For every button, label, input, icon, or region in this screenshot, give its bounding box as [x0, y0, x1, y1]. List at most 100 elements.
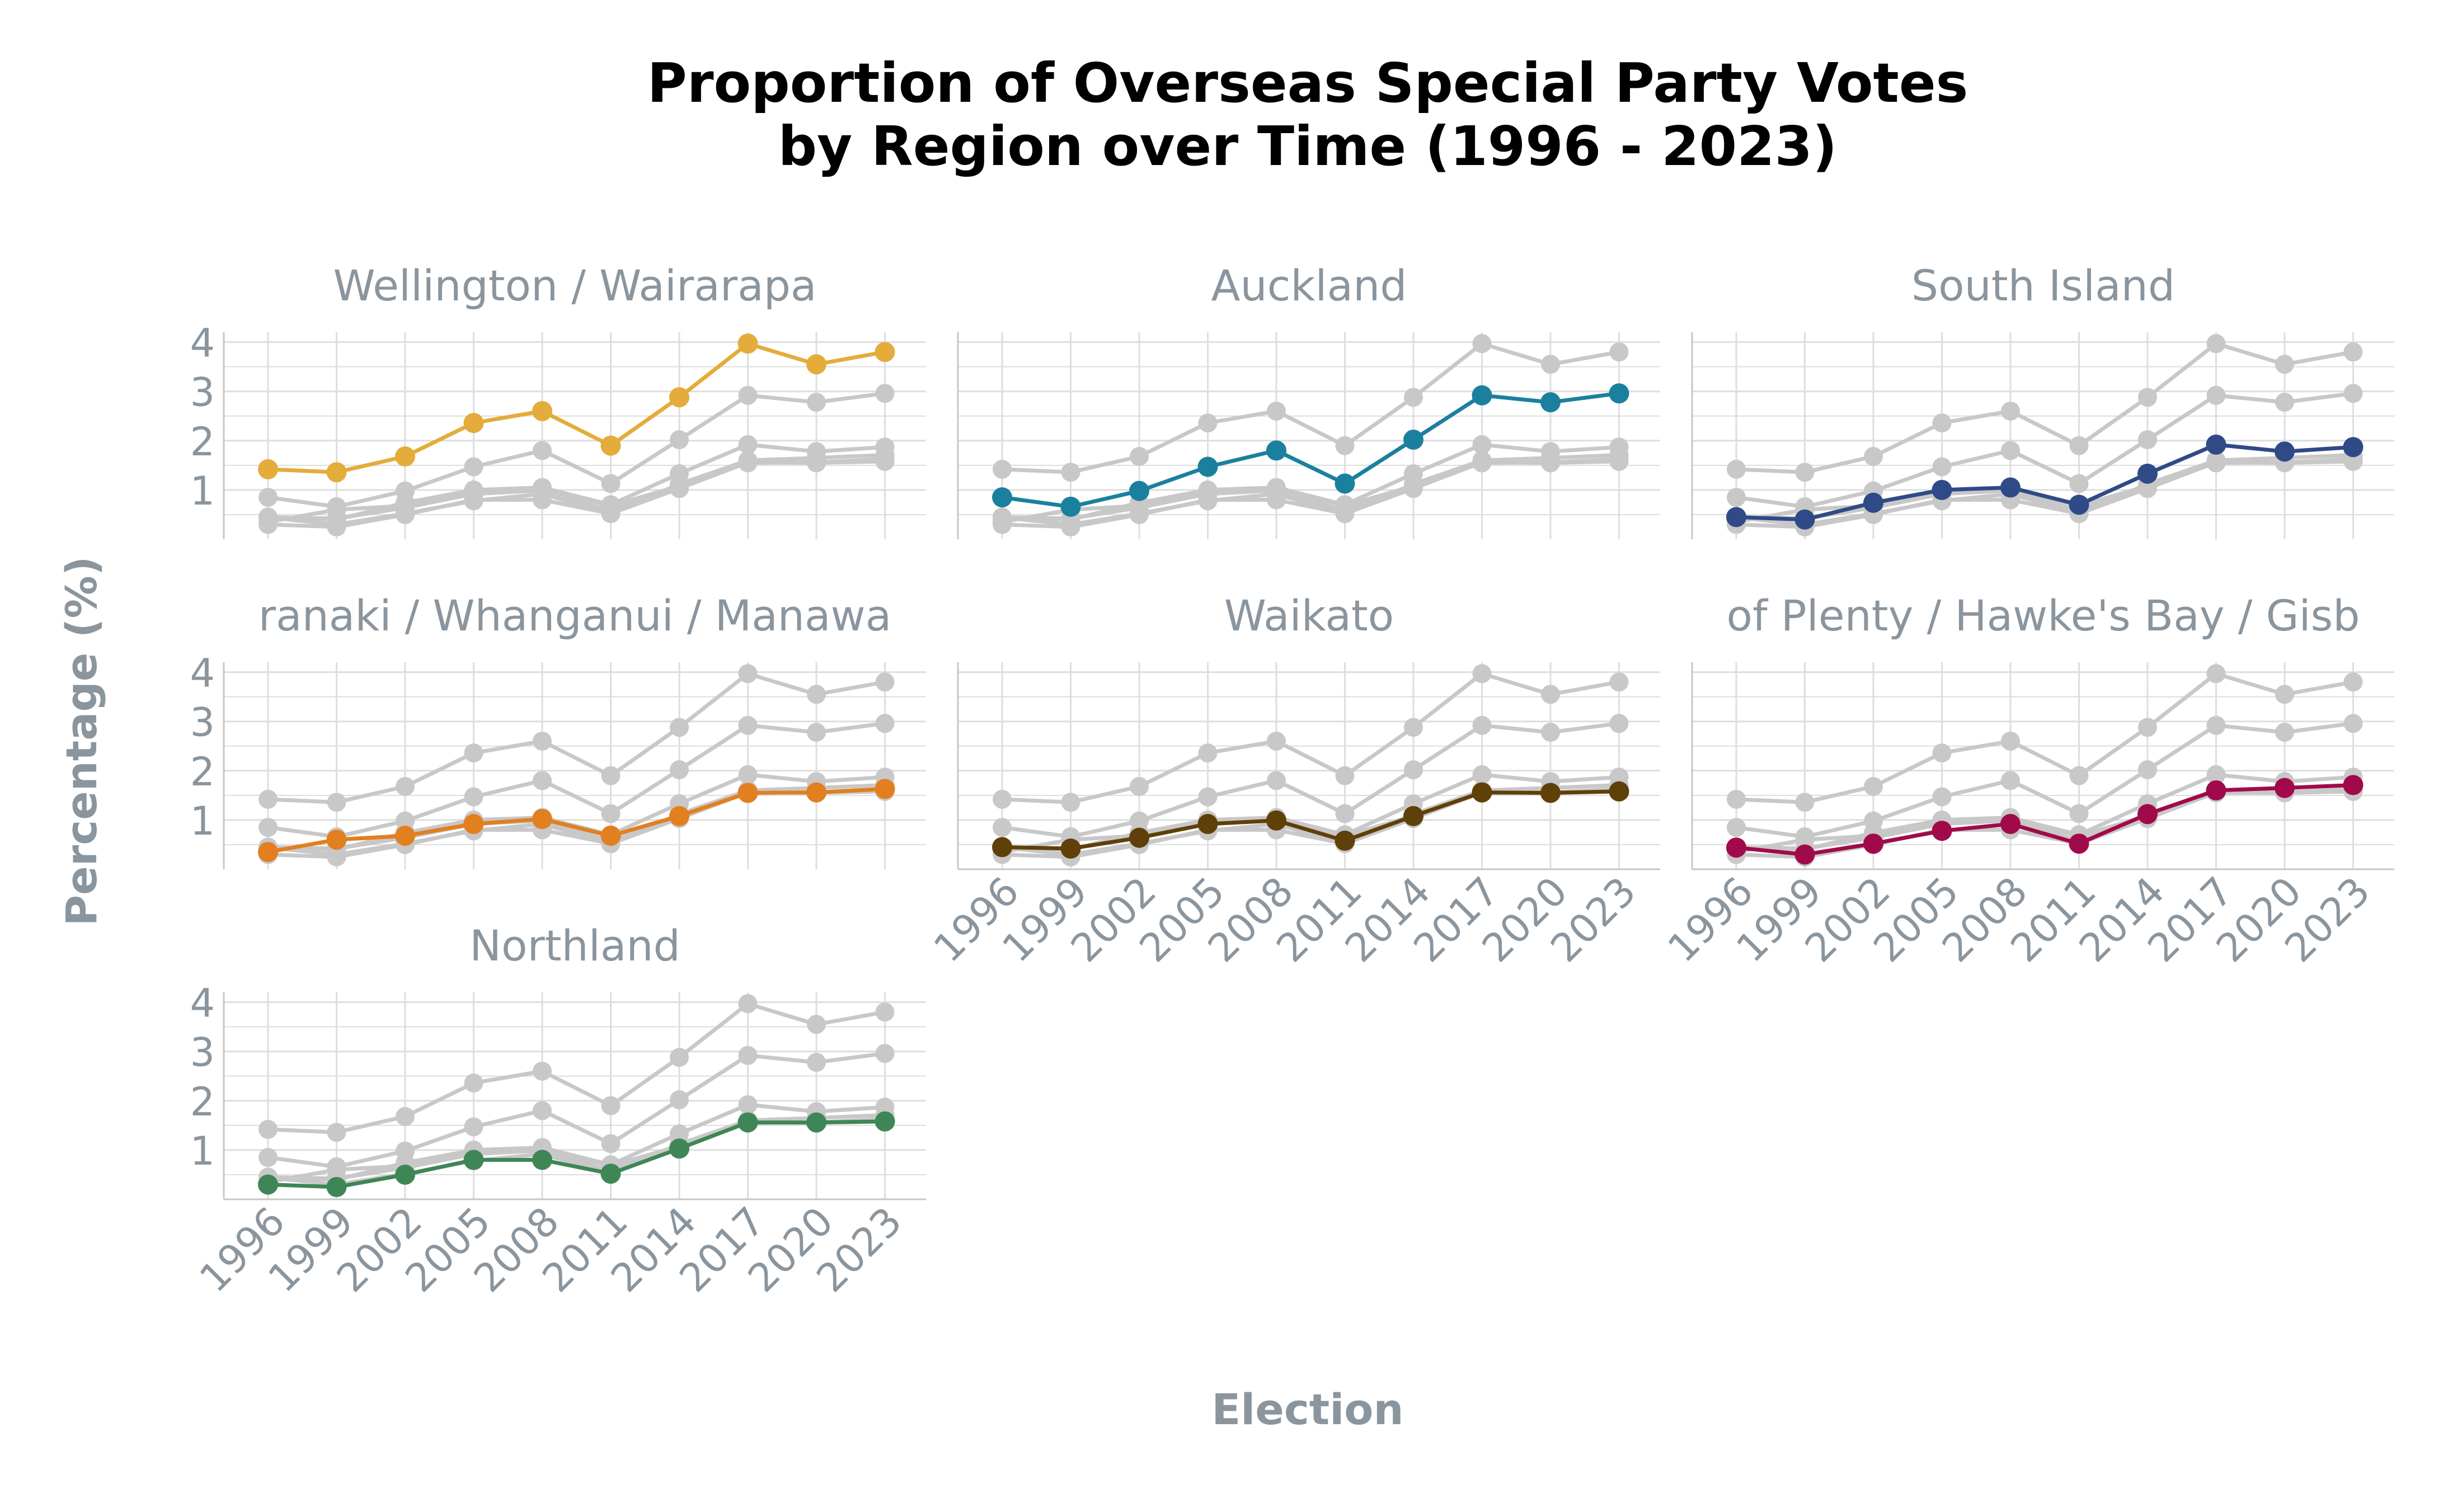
background-point	[259, 488, 278, 507]
background-point	[464, 1073, 483, 1092]
background-point	[1933, 788, 1952, 807]
series-point-wellington-wairarapa	[532, 401, 552, 421]
chart-title-line: Proportion of Overseas Special Party Vot…	[647, 51, 1968, 115]
background-point	[259, 790, 278, 809]
panel-title: Wellington / Wairarapa	[333, 261, 816, 310]
background-point	[327, 847, 346, 866]
background-point	[533, 1101, 552, 1120]
background-point	[1796, 463, 1815, 482]
background-point	[2275, 723, 2294, 742]
series-point-bay-of-plenty-hawke-s-bay-gisborne	[2000, 814, 2021, 834]
background-point	[670, 1048, 689, 1067]
series-point-south-island	[2000, 478, 2021, 498]
y-tick-label: 1	[190, 1128, 215, 1174]
series-point-bay-of-plenty-hawke-s-bay-gisborne	[1795, 845, 1815, 865]
series-point-auckland	[1266, 440, 1286, 460]
y-tick-label: 2	[190, 749, 215, 795]
background-point	[533, 1062, 552, 1081]
panel-title: ranaki / Whanganui / Manawa	[259, 591, 891, 640]
background-point	[1610, 452, 1629, 471]
background-point	[876, 1044, 895, 1063]
background-point	[670, 718, 689, 737]
series-point-south-island	[1863, 493, 1883, 513]
background-point	[1336, 804, 1355, 823]
series-point-northland	[601, 1164, 621, 1184]
y-tick-label: 2	[190, 419, 215, 465]
background-point	[259, 818, 278, 837]
series-point-bay-of-plenty-hawke-s-bay-gisborne	[1863, 833, 1883, 854]
y-tick-label: 4	[190, 651, 215, 696]
background-point	[1473, 664, 1492, 683]
background-point	[464, 788, 483, 807]
background-point	[807, 453, 826, 472]
series-point-northland	[532, 1150, 552, 1170]
background-point	[2138, 430, 2157, 449]
background-point	[1473, 716, 1492, 735]
series-point-south-island	[1726, 507, 1746, 527]
background-point	[1933, 458, 1952, 477]
series-point-wellington-wairarapa	[258, 459, 278, 479]
background-point	[1267, 491, 1286, 510]
background-point	[739, 664, 758, 683]
background-point	[2344, 714, 2363, 733]
background-point	[327, 517, 346, 536]
background-point	[464, 458, 483, 477]
background-point	[1541, 723, 1560, 742]
background-point	[602, 474, 621, 493]
background-point	[1061, 517, 1080, 536]
series-point-bay-of-plenty-hawke-s-bay-gisborne	[1932, 821, 1952, 841]
series-point-auckland	[992, 487, 1012, 507]
background-point	[670, 430, 689, 449]
series-point-south-island	[1795, 510, 1815, 530]
background-point	[2138, 388, 2157, 407]
series-point-waikato	[1540, 783, 1561, 803]
series-point-auckland	[1198, 457, 1218, 477]
background-point	[2207, 716, 2226, 735]
series-point-bay-of-plenty-hawke-s-bay-gisborne	[2343, 775, 2364, 795]
background-point	[464, 491, 483, 510]
background-point	[464, 1118, 483, 1137]
series-point-wellington-wairarapa	[327, 462, 347, 482]
series-point-taranaki-whanganui-manawatu	[669, 806, 689, 826]
series-point-northland	[327, 1177, 347, 1197]
background-point	[2001, 441, 2020, 460]
series-point-waikato	[1609, 781, 1629, 802]
series-point-taranaki-whanganui-manawatu	[875, 779, 895, 799]
background-point	[396, 1107, 415, 1126]
panel-title: South Island	[1911, 261, 2175, 310]
background-point	[876, 714, 895, 733]
background-point	[1267, 402, 1286, 421]
background-point	[602, 804, 621, 823]
series-point-taranaki-whanganui-manawatu	[601, 826, 621, 846]
series-point-taranaki-whanganui-manawatu	[532, 809, 552, 829]
background-point	[602, 1096, 621, 1115]
series-point-auckland	[1472, 385, 1492, 406]
background-point	[2344, 384, 2363, 403]
background-point	[807, 1015, 826, 1034]
panel-title: Northland	[469, 921, 680, 971]
series-point-wellington-wairarapa	[738, 333, 758, 354]
series-point-wellington-wairarapa	[395, 446, 415, 467]
series-point-taranaki-whanganui-manawatu	[464, 814, 484, 834]
series-point-waikato	[1472, 783, 1492, 803]
series-point-auckland	[1540, 392, 1561, 412]
series-point-auckland	[1129, 481, 1149, 501]
background-point	[602, 766, 621, 785]
series-point-northland	[464, 1150, 484, 1170]
background-point	[533, 441, 552, 460]
background-point	[396, 777, 415, 796]
series-point-bay-of-plenty-hawke-s-bay-gisborne	[2137, 804, 2158, 824]
series-point-auckland	[1335, 473, 1355, 493]
background-point	[807, 1053, 826, 1072]
background-point	[533, 732, 552, 751]
panel-title: Waikato	[1224, 591, 1394, 640]
background-point	[739, 716, 758, 735]
series-point-waikato	[1061, 839, 1081, 859]
series-point-auckland	[1609, 383, 1629, 403]
background-point	[533, 771, 552, 790]
background-point	[1404, 388, 1423, 407]
background-point	[739, 1046, 758, 1065]
background-point	[807, 723, 826, 742]
y-tick-label: 1	[190, 798, 215, 844]
background-point	[1130, 505, 1149, 524]
